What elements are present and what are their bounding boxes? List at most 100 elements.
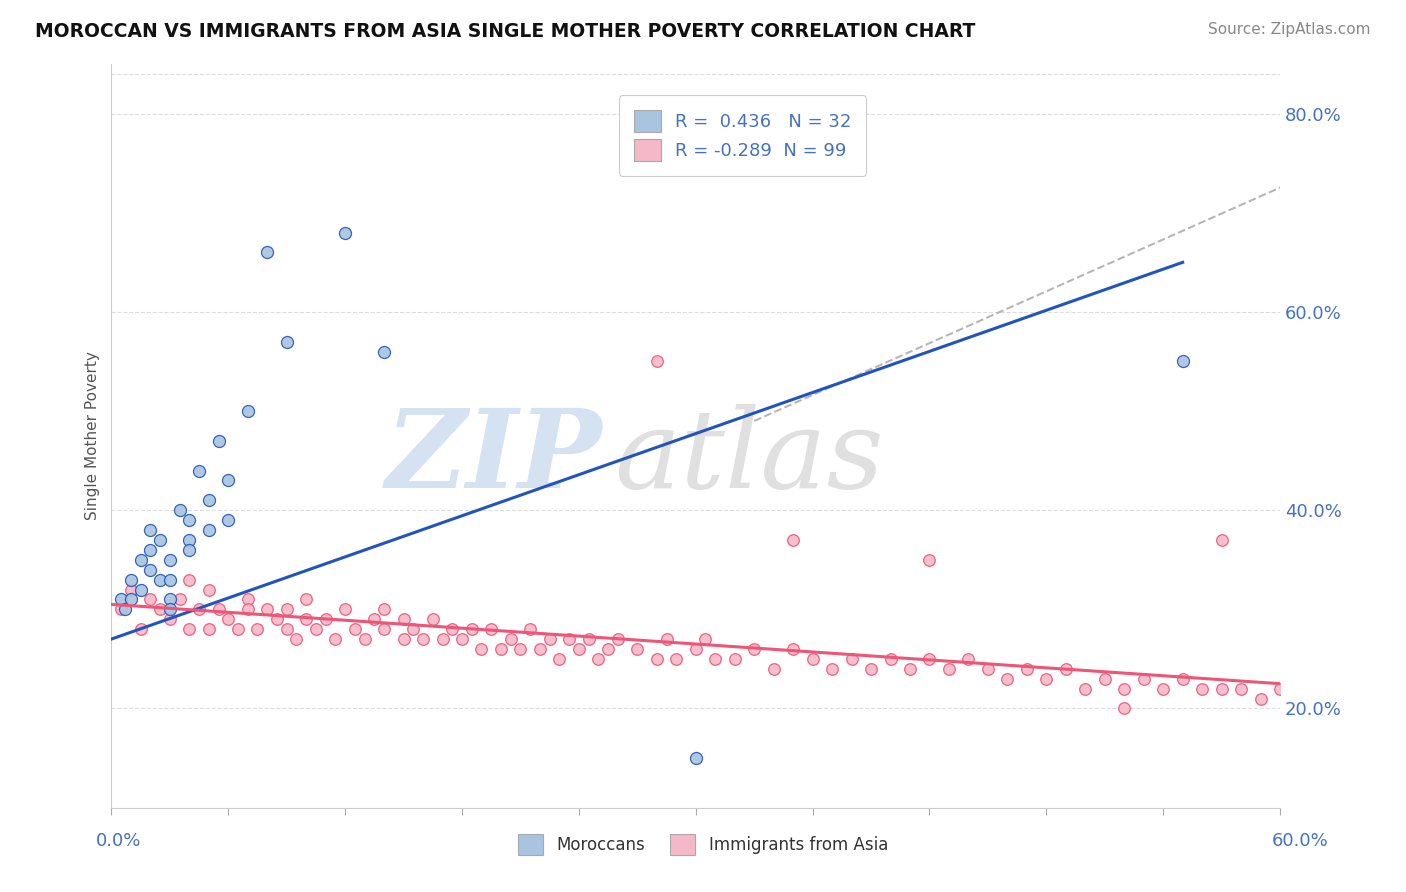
Point bbox=[782, 642, 804, 657]
Point bbox=[918, 553, 941, 567]
Point bbox=[470, 642, 492, 657]
Point bbox=[139, 523, 162, 537]
Point bbox=[198, 493, 221, 508]
Point bbox=[188, 464, 211, 478]
Point bbox=[898, 662, 921, 676]
Point bbox=[325, 632, 347, 646]
Point bbox=[169, 592, 191, 607]
Point bbox=[373, 602, 395, 616]
Point bbox=[198, 523, 221, 537]
Point bbox=[295, 592, 318, 607]
Point bbox=[665, 652, 688, 666]
Point bbox=[588, 652, 610, 666]
Point bbox=[645, 652, 668, 666]
Y-axis label: Single Mother Poverty: Single Mother Poverty bbox=[86, 351, 100, 520]
Point bbox=[236, 592, 259, 607]
Point bbox=[1035, 672, 1057, 686]
Point bbox=[548, 652, 571, 666]
Point bbox=[179, 533, 201, 547]
Point bbox=[841, 652, 863, 666]
Point bbox=[179, 573, 201, 587]
Point bbox=[957, 652, 980, 666]
Point bbox=[685, 751, 707, 765]
Point bbox=[432, 632, 454, 646]
Point bbox=[1015, 662, 1038, 676]
Point bbox=[149, 573, 172, 587]
Point bbox=[120, 573, 142, 587]
Point bbox=[392, 632, 415, 646]
Point bbox=[655, 632, 678, 646]
Point bbox=[762, 662, 785, 676]
Point bbox=[295, 612, 318, 626]
Point bbox=[1152, 681, 1174, 696]
Point bbox=[392, 612, 415, 626]
Point bbox=[1132, 672, 1154, 686]
Point bbox=[120, 582, 142, 597]
Point bbox=[179, 542, 201, 557]
Point bbox=[343, 622, 366, 636]
Point bbox=[149, 602, 172, 616]
Point bbox=[461, 622, 484, 636]
Point bbox=[422, 612, 444, 626]
Point bbox=[256, 602, 278, 616]
Point bbox=[704, 652, 727, 666]
Point bbox=[373, 344, 395, 359]
Point bbox=[276, 602, 298, 616]
Point bbox=[353, 632, 375, 646]
Point bbox=[207, 602, 229, 616]
Point bbox=[519, 622, 541, 636]
Point bbox=[995, 672, 1018, 686]
Point bbox=[159, 602, 181, 616]
Point bbox=[179, 513, 201, 527]
Point bbox=[626, 642, 648, 657]
Point bbox=[441, 622, 464, 636]
Point bbox=[977, 662, 1000, 676]
Point bbox=[159, 553, 181, 567]
Point bbox=[256, 245, 278, 260]
Point bbox=[1171, 672, 1194, 686]
Point bbox=[139, 563, 162, 577]
Point bbox=[1054, 662, 1077, 676]
Point bbox=[1094, 672, 1116, 686]
Legend: R =  0.436   N = 32, R = -0.289  N = 99: R = 0.436 N = 32, R = -0.289 N = 99 bbox=[619, 95, 866, 176]
Point bbox=[568, 642, 591, 657]
Point bbox=[333, 602, 356, 616]
Point bbox=[1230, 681, 1253, 696]
Point bbox=[114, 602, 136, 616]
Point bbox=[695, 632, 717, 646]
Point bbox=[742, 642, 765, 657]
Point bbox=[305, 622, 328, 636]
Point bbox=[159, 612, 181, 626]
Point bbox=[489, 642, 512, 657]
Point bbox=[276, 622, 298, 636]
Point bbox=[801, 652, 824, 666]
Point bbox=[373, 622, 395, 636]
Point bbox=[782, 533, 804, 547]
Point bbox=[606, 632, 628, 646]
Point bbox=[226, 622, 249, 636]
Point bbox=[198, 582, 221, 597]
Point bbox=[179, 622, 201, 636]
Point bbox=[451, 632, 474, 646]
Point bbox=[149, 533, 172, 547]
Point bbox=[120, 592, 142, 607]
Point bbox=[276, 334, 298, 349]
Point bbox=[578, 632, 600, 646]
Point bbox=[724, 652, 747, 666]
Point bbox=[285, 632, 308, 646]
Point bbox=[558, 632, 581, 646]
Point bbox=[918, 652, 941, 666]
Point bbox=[1268, 681, 1291, 696]
Legend: Moroccans, Immigrants from Asia: Moroccans, Immigrants from Asia bbox=[512, 828, 894, 862]
Point bbox=[217, 474, 239, 488]
Point bbox=[1211, 681, 1233, 696]
Point bbox=[159, 592, 181, 607]
Point bbox=[236, 404, 259, 418]
Point bbox=[1250, 691, 1272, 706]
Text: ZIP: ZIP bbox=[385, 404, 602, 512]
Point bbox=[538, 632, 561, 646]
Point bbox=[499, 632, 522, 646]
Text: atlas: atlas bbox=[614, 404, 883, 512]
Point bbox=[139, 542, 162, 557]
Point bbox=[1114, 701, 1136, 715]
